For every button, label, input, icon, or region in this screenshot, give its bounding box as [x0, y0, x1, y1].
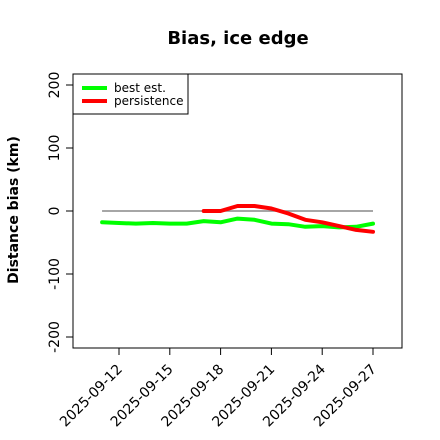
legend-label: persistence — [114, 94, 183, 108]
legend: best est.persistence — [72, 73, 189, 115]
legend-label: best est. — [114, 81, 166, 95]
y-axis-label: Distance bias (km) — [6, 136, 22, 284]
y-tick-label: 200 — [47, 72, 63, 99]
series-line-0 — [100, 216, 375, 230]
y-tick-label: -200 — [47, 321, 63, 353]
chart-marks — [100, 204, 375, 234]
axes: 2025-09-122025-09-152025-09-182025-09-21… — [47, 72, 380, 431]
y-tick-label: 0 — [47, 207, 63, 216]
legend-box — [72, 73, 189, 115]
chart-title: Bias, ice edge — [167, 28, 308, 49]
y-tick-label: -100 — [47, 258, 63, 290]
y-tick-label: 100 — [47, 135, 63, 162]
series-line-1 — [201, 204, 375, 234]
